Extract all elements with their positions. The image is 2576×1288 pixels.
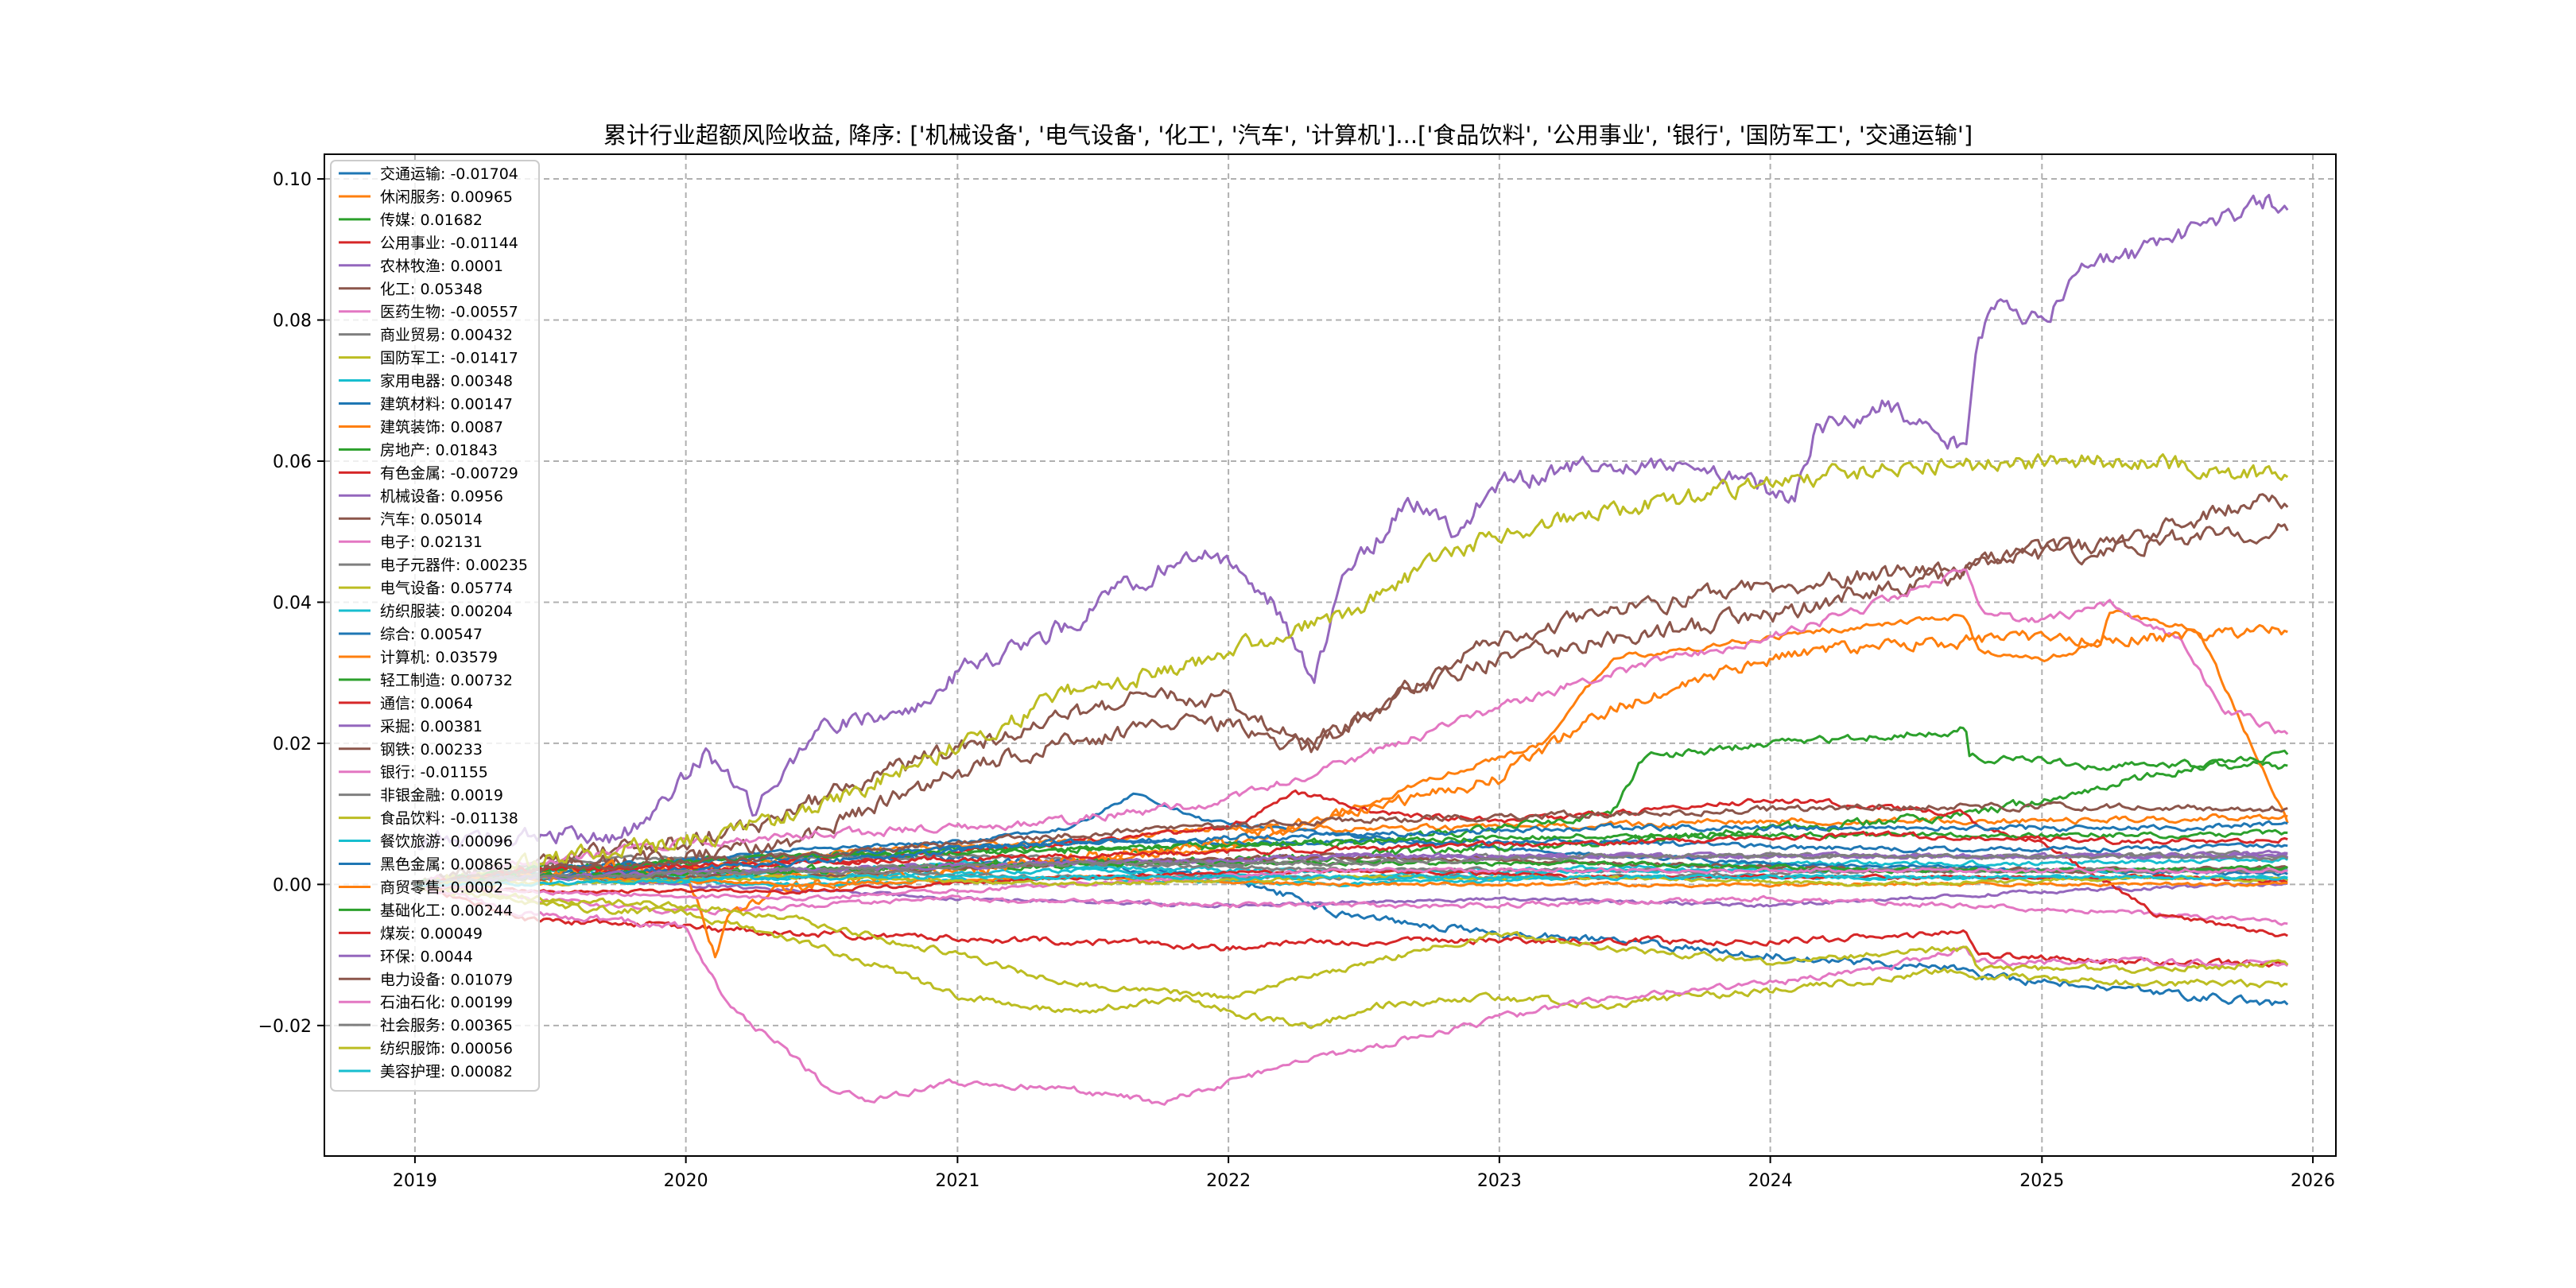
legend-label: 电气设备: 0.05774	[380, 580, 513, 597]
legend-label: 环保: 0.0044	[380, 948, 473, 965]
x-axis: 2019 2020 2021 2022 2023 2024 2025 2026	[393, 1156, 2335, 1191]
x-tick-label: 2026	[2291, 1171, 2335, 1191]
series-line-计算机	[415, 623, 2288, 959]
x-tick-label: 2022	[1206, 1171, 1251, 1191]
legend-label: 电子元器件: 0.00235	[380, 557, 528, 574]
series-line-黑色金属	[415, 820, 2288, 888]
legend: 交通运输: -0.01704 休闲服务: 0.00965 传媒: 0.01682 公用…	[330, 160, 540, 1092]
series-lines	[414, 193, 2289, 1106]
legend-label: 房地产: 0.01843	[380, 441, 498, 459]
legend-label: 纺织服饰: 0.00056	[380, 1040, 513, 1057]
series-line-综合	[414, 837, 2288, 886]
x-tick-label: 2025	[2019, 1171, 2064, 1191]
series-line-电子	[415, 568, 2289, 886]
x-tick-label: 2024	[1748, 1171, 1793, 1191]
legend-label: 钢铁: 0.00233	[380, 741, 483, 758]
legend-label: 通信: 0.0064	[380, 695, 473, 712]
series-line-电力设备	[415, 801, 2288, 886]
series-line-国防军工	[415, 883, 2288, 1030]
legend-label: 黑色金属: 0.00865	[380, 856, 513, 874]
legend-label: 综合: 0.00547	[380, 626, 483, 643]
series-line-农林牧渔	[415, 875, 2288, 909]
legend-label: 建筑装饰: 0.0087	[380, 418, 503, 436]
legend-label: 银行: -0.01155	[380, 764, 488, 782]
legend-label: 有色金属: -0.00729	[380, 464, 518, 482]
legend-label: 社会服务: 0.00365	[380, 1017, 513, 1034]
series-line-电气设备	[415, 453, 2289, 894]
y-axis: −0.02 0.00 0.02 0.04 0.06 0.08 0.10	[258, 170, 324, 1037]
y-tick-label: 0.04	[273, 593, 312, 613]
legend-label: 建筑材料: 0.00147	[380, 396, 513, 413]
legend-label: 机械设备: 0.0956	[380, 487, 503, 505]
legend-label: 农林牧渔: 0.0001	[380, 258, 503, 275]
y-tick-label: 0.06	[273, 452, 312, 472]
legend-label: 美容护理: 0.00082	[380, 1063, 513, 1080]
legend-label: 医药生物: -0.00557	[380, 304, 518, 321]
legend-label: 电子: 0.02131	[380, 533, 483, 551]
legend-label: 公用事业: -0.01144	[380, 235, 518, 252]
legend-label: 纺织服装: 0.00204	[380, 603, 513, 620]
legend-label: 电力设备: 0.01079	[380, 971, 513, 988]
legend-label: 休闲服务: 0.00965	[380, 188, 513, 206]
x-tick-label: 2023	[1477, 1171, 1522, 1191]
chart-title: 累计行业超额风险收益, 降序: ['机械设备', '电气设备', '化工', '…	[603, 122, 1973, 149]
series-line-化工	[414, 493, 2289, 886]
series-line-石油石化	[415, 867, 2288, 902]
series-line-通信	[415, 830, 2288, 887]
y-tick-label: 0.08	[273, 312, 312, 332]
series-line-公用事业	[415, 881, 2289, 968]
legend-label: 食品饮料: -0.01138	[380, 810, 518, 828]
series-line-机械设备	[414, 193, 2289, 851]
series-line-有色金属	[415, 789, 2288, 937]
legend-label: 餐饮旅游: 0.00096	[380, 833, 513, 851]
series-line-汽车	[415, 523, 2289, 891]
y-tick-label: −0.02	[258, 1017, 312, 1037]
x-tick-label: 2020	[664, 1171, 708, 1191]
legend-label: 商业贸易: 0.00432	[380, 327, 513, 344]
y-tick-label: 0.10	[273, 170, 312, 190]
grid	[324, 154, 2336, 1156]
legend-label: 汽车: 0.05014	[380, 510, 483, 528]
legend-label: 传媒: 0.01682	[380, 211, 483, 229]
series-line-社会服务	[415, 852, 2289, 886]
y-tick-label: 0.02	[273, 735, 312, 755]
legend-label: 计算机: 0.03579	[380, 649, 498, 666]
legend-label: 煤炭: 0.00049	[380, 925, 483, 942]
legend-label: 石油石化: 0.00199	[380, 994, 513, 1011]
legend-label: 非银金融: 0.0019	[380, 787, 503, 805]
legend-label: 轻工制造: 0.00732	[380, 672, 513, 689]
plot-frame	[324, 153, 2337, 1157]
legend-label: 家用电器: 0.00348	[380, 373, 513, 390]
legend-box	[330, 160, 540, 1092]
legend-label: 采掘: 0.00381	[380, 718, 483, 735]
series-line-食品饮料	[414, 883, 2289, 1000]
legend-label: 国防军工: -0.01417	[380, 350, 518, 367]
legend-label: 基础化工: 0.00244	[380, 902, 513, 919]
series-line-美容护理	[415, 873, 2288, 887]
legend-label: 交通运输: -0.01704	[380, 165, 518, 183]
legend-label: 商贸零售: 0.0002	[380, 879, 503, 896]
y-tick-label: 0.00	[273, 875, 312, 895]
legend-label: 化工: 0.05348	[380, 281, 483, 298]
x-tick-label: 2021	[935, 1171, 980, 1191]
x-tick-label: 2019	[393, 1171, 437, 1191]
